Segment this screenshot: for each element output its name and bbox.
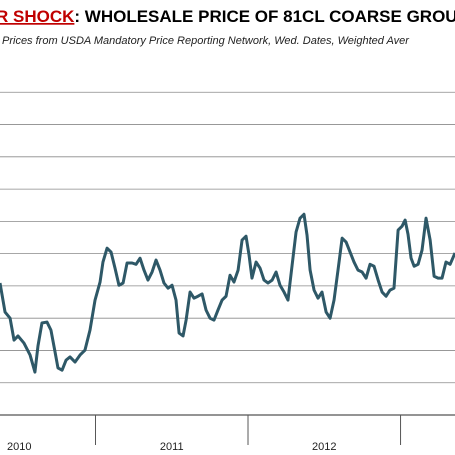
title-text: : WHOLESALE PRICE OF 81CL COARSE GROUN — [74, 7, 455, 26]
subtitle: Prices from USDA Mandatory Price Reporti… — [2, 35, 410, 47]
x-tick-label: 2012 — [312, 441, 336, 453]
x-tick-label: 2011 — [160, 441, 184, 453]
title-highlight: R SHOCK — [0, 7, 75, 26]
x-tick-label: 2010 — [7, 441, 31, 453]
chart-title: R SHOCK: WHOLESALE PRICE OF 81CL COARSE … — [0, 7, 455, 26]
price-line — [0, 212, 455, 374]
